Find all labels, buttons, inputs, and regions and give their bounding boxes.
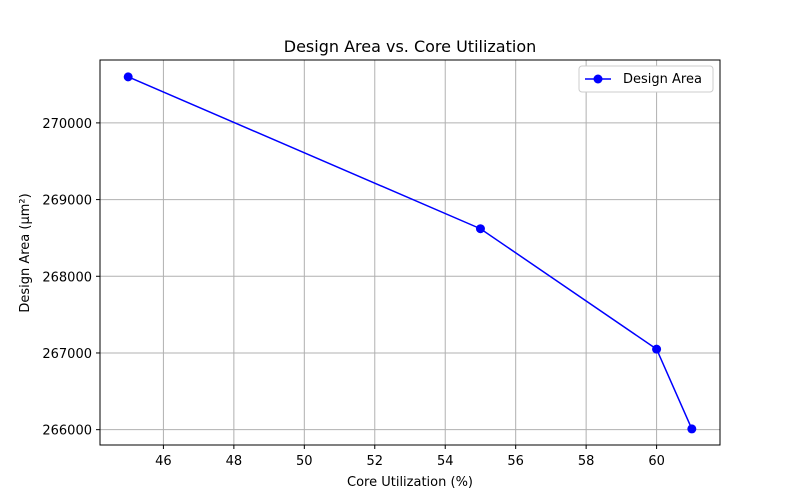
grid bbox=[100, 60, 720, 445]
x-tick-label: 46 bbox=[155, 454, 172, 469]
y-axis-title: Design Area (µm²) bbox=[18, 193, 33, 312]
legend-box bbox=[578, 65, 714, 93]
data-point bbox=[123, 72, 133, 82]
data-point bbox=[475, 224, 485, 234]
x-tick-label: 52 bbox=[366, 454, 383, 469]
data-point bbox=[687, 424, 697, 434]
x-tick-label: 54 bbox=[437, 454, 454, 469]
y-tick-label: 269000 bbox=[42, 194, 92, 209]
x-tick-label: 50 bbox=[296, 454, 313, 469]
x-tick-label: 60 bbox=[648, 454, 665, 469]
legend: Design Area bbox=[578, 65, 714, 93]
y-tick-label: 266000 bbox=[42, 424, 92, 439]
chart-title: Design Area vs. Core Utilization bbox=[284, 37, 537, 56]
x-tick-label: 56 bbox=[507, 454, 524, 469]
series-layer bbox=[123, 72, 697, 434]
y-tick-label: 270000 bbox=[42, 117, 92, 132]
series-line bbox=[127, 76, 693, 430]
legend-label: Design Area bbox=[623, 72, 702, 87]
x-axis-title: Core Utilization (%) bbox=[347, 475, 473, 490]
legend-marker bbox=[593, 74, 603, 84]
x-tick-label: 48 bbox=[226, 454, 243, 469]
axes: 46 48 50 52 54 56 58 60 266000 267000 268000 269000… bbox=[42, 59, 721, 469]
x-tick-label: 58 bbox=[578, 454, 595, 469]
y-tick-label: 267000 bbox=[42, 347, 92, 362]
plot-frame bbox=[99, 59, 721, 446]
y-tick-label: 268000 bbox=[42, 270, 92, 285]
data-point bbox=[652, 344, 662, 354]
